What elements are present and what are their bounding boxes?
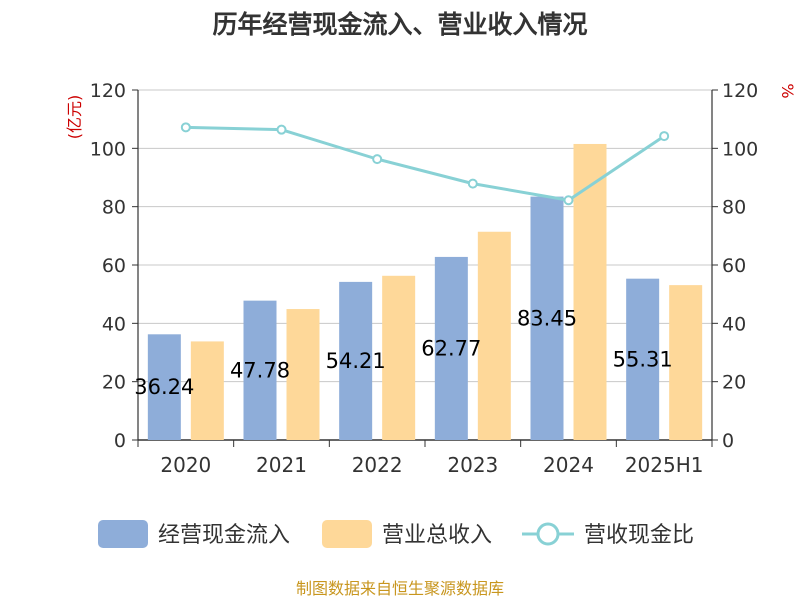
x-axis-tick-label: 2020 [160,453,211,477]
bar-revenue [669,285,703,440]
line-series [180,122,670,206]
legend-marker-ratio [536,522,560,546]
x-axis-tick-label: 2022 [352,453,403,477]
grid-lines [138,89,712,383]
data-label-cash-inflow: 55.31 [613,347,673,371]
data-labels: 36.24 47.78 54.21 62.77 83.45 55.31 [134,306,672,399]
left-axis: 0 20 40 60 80 100 120 [90,80,139,452]
left-axis-tick-label: 20 [102,372,126,394]
line-point-ratio [372,154,383,165]
data-label-cash-inflow: 83.45 [517,306,577,330]
x-axis-tick-label: 2025H1 [625,453,704,477]
bar-revenue [286,309,320,440]
legend-label-cash-inflow: 经营现金流入 [158,523,290,548]
data-label-cash-inflow: 62.77 [421,336,481,360]
right-axis-tick-label: 60 [722,255,746,277]
right-axis: 0 20 40 60 80 100 120 [711,80,758,452]
right-axis-unit: % [778,83,797,98]
legend: 经营现金流入 营业总收入 营收现金比 [98,520,694,548]
left-axis-tick-label: 0 [114,430,126,452]
left-axis-tick-label: 40 [102,313,126,335]
source-note: 制图数据来自恒生聚源数据库 [296,579,504,598]
chart-title: 历年经营现金流入、营业收入情况 [212,10,587,39]
right-axis-tick-label: 100 [722,138,758,160]
data-label-cash-inflow: 36.24 [134,375,194,399]
right-axis-tick-label: 20 [722,372,746,394]
x-axis: 2020 2021 2022 2023 2024 2025H1 [137,439,713,477]
bar-cash-inflow [434,256,468,440]
legend-swatch-cash-inflow [98,520,148,548]
bar-revenue [477,231,511,440]
line-point-ratio [276,124,287,135]
bar-cash-inflow [339,281,373,440]
bar-cash-inflow [147,334,181,440]
legend-swatch-revenue [322,520,372,548]
legend-label-revenue: 营业总收入 [382,523,492,548]
right-axis-tick-label: 120 [722,80,758,102]
right-axis-tick-label: 40 [722,313,746,335]
line-point-ratio [659,131,670,142]
bar-cash-inflow [530,196,564,440]
left-axis-tick-label: 80 [102,197,126,219]
x-axis-tick-label: 2021 [256,453,307,477]
x-axis-tick-label: 2024 [543,453,594,477]
bar-revenue [190,341,224,440]
data-label-cash-inflow: 54.21 [326,349,386,373]
bars [147,143,703,441]
left-axis-unit: (亿元) [65,95,84,140]
right-axis-tick-label: 0 [722,430,734,452]
data-label-cash-inflow: 47.78 [230,358,290,382]
line-point-ratio [180,122,191,133]
bar-revenue [573,143,607,441]
bar-cash-inflow [243,300,277,440]
left-axis-tick-label: 100 [90,138,126,160]
line-point-ratio [467,178,478,189]
bar-cash-inflow [626,278,660,440]
right-axis-tick-label: 80 [722,197,746,219]
line-ratio [185,125,666,202]
line-point-ratio [563,195,574,206]
left-axis-tick-label: 120 [90,80,126,102]
bar-revenue [382,275,416,440]
legend-label-ratio: 营收现金比 [584,523,694,548]
x-axis-tick-label: 2023 [447,453,498,477]
left-axis-tick-label: 60 [102,255,126,277]
